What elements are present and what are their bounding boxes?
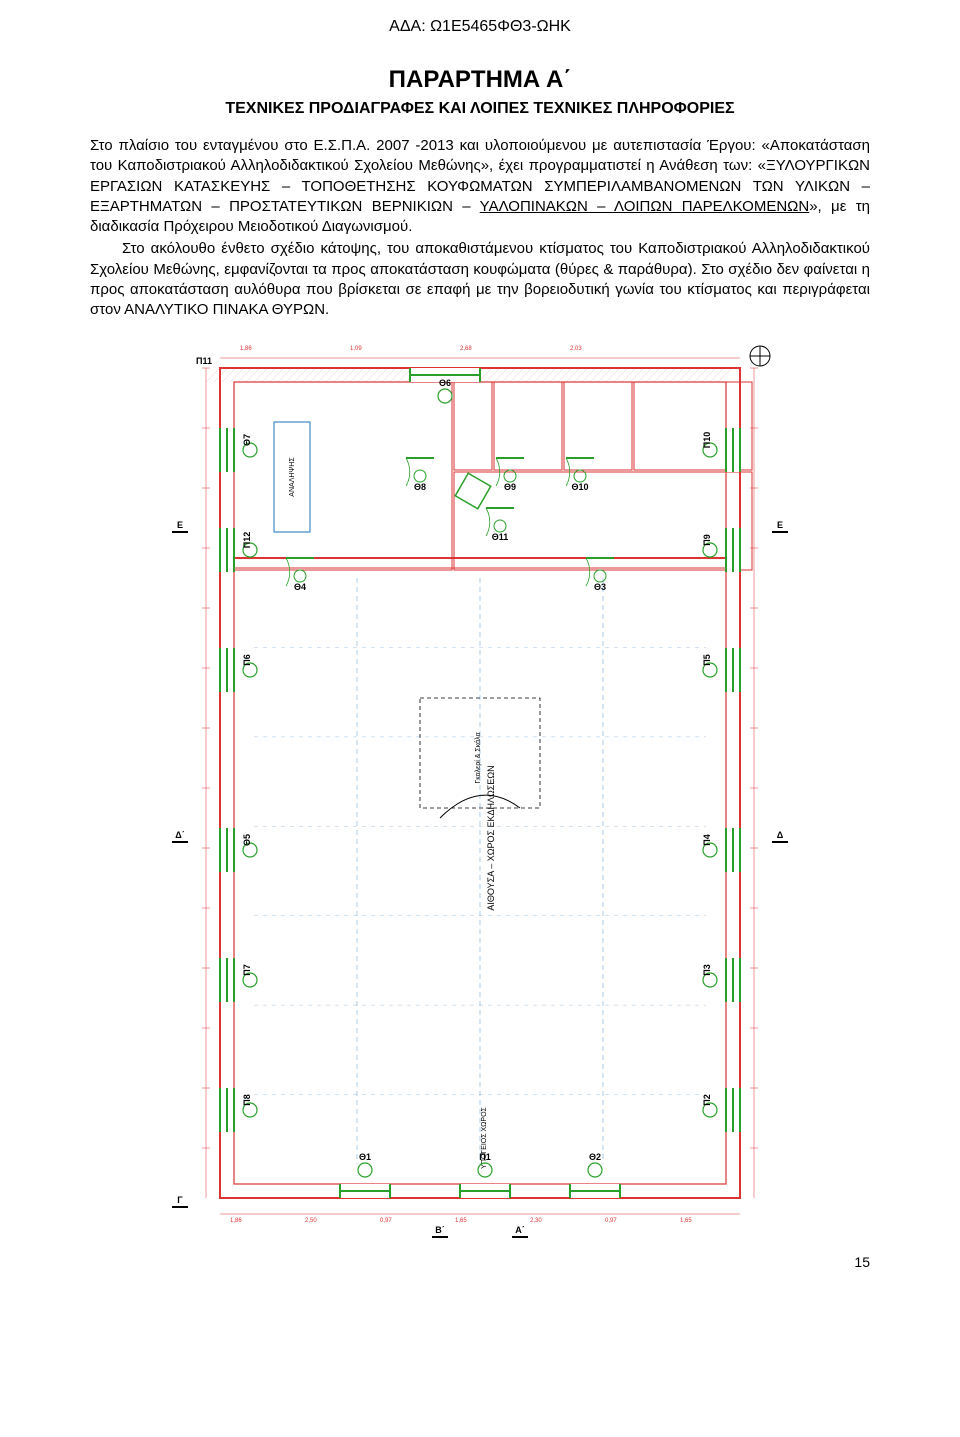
svg-text:Π8: Π8 — [242, 1094, 252, 1106]
svg-text:Θ9: Θ9 — [504, 482, 516, 492]
svg-text:Θ4: Θ4 — [294, 582, 306, 592]
svg-text:Θ8: Θ8 — [414, 482, 426, 492]
svg-text:2,68: 2,68 — [460, 346, 472, 352]
svg-text:Π10: Π10 — [702, 432, 712, 449]
svg-text:Θ3: Θ3 — [594, 582, 606, 592]
para1-underlined: ΥΑΛΟΠΙΝΑΚΩΝ – ΛΟΙΠΩΝ ΠΑΡΕΛΚΟΜΕΝΩΝ — [480, 198, 810, 215]
svg-text:1,09: 1,09 — [350, 346, 362, 352]
appendix-subtitle: ΤΕΧΝΙΚΕΣ ΠΡΟΔΙΑΓΡΑΦΕΣ ΚΑΙ ΛΟΙΠΕΣ ΤΕΧΝΙΚΕ… — [90, 100, 870, 118]
svg-text:Π7: Π7 — [242, 964, 252, 976]
paragraph-1: Στο πλαίσιο του ενταγμένου στο Ε.Σ.Π.Α. … — [90, 136, 870, 237]
appendix-title: ΠΑΡΑΡΤΗΜΑ Α΄ — [90, 66, 870, 94]
page-number: 15 — [854, 1254, 870, 1270]
svg-text:Π1: Π1 — [479, 1152, 491, 1162]
svg-text:2,30: 2,30 — [530, 1218, 542, 1224]
svg-text:Θ11: Θ11 — [492, 532, 509, 542]
svg-text:Π3: Π3 — [702, 964, 712, 976]
svg-text:0,97: 0,97 — [605, 1218, 617, 1224]
svg-text:Θ1: Θ1 — [359, 1152, 371, 1162]
paragraph-2: Στο ακόλουθο ένθετο σχέδιο κάτοψης, του … — [90, 239, 870, 320]
svg-text:1,86: 1,86 — [230, 1218, 242, 1224]
svg-text:Β΄: Β΄ — [435, 1225, 445, 1235]
svg-text:Γ: Γ — [177, 1195, 183, 1205]
svg-text:Θ10: Θ10 — [571, 482, 588, 492]
svg-text:0,97: 0,97 — [380, 1218, 392, 1224]
svg-text:Π9: Π9 — [702, 534, 712, 546]
svg-text:Ε: Ε — [777, 520, 783, 530]
svg-text:Π6: Π6 — [242, 654, 252, 666]
svg-text:1,86: 1,86 — [240, 346, 252, 352]
svg-text:Θ7: Θ7 — [242, 434, 252, 446]
svg-text:Π12: Π12 — [242, 532, 252, 549]
floorplan-container: 1,86 1,09 2,68 2,03 ΑΝΑΛΗΨΗΣ ΑΙΘΟΥΣΑ – ΧΩΡΟΣ … — [90, 328, 870, 1248]
svg-text:Δ: Δ — [777, 830, 784, 840]
svg-text:Π2: Π2 — [702, 1094, 712, 1106]
svg-text:ΑΝΑΛΗΨΗΣ: ΑΝΑΛΗΨΗΣ — [289, 457, 296, 497]
svg-text:Π4: Π4 — [702, 834, 712, 846]
svg-text:Δ΄: Δ΄ — [175, 830, 184, 840]
svg-text:Γκαλερί & Σκάλα: Γκαλερί & Σκάλα — [474, 733, 482, 784]
svg-text:1,65: 1,65 — [455, 1218, 467, 1224]
svg-text:Α΄: Α΄ — [515, 1225, 525, 1235]
ada-code: ΑΔΑ: Ω1Ε5465ΦΘ3-ΩΗΚ — [90, 18, 870, 36]
svg-text:Θ2: Θ2 — [589, 1152, 601, 1162]
svg-text:1,65: 1,65 — [680, 1218, 692, 1224]
svg-text:Π5: Π5 — [702, 654, 712, 666]
floorplan-svg: 1,86 1,09 2,68 2,03 ΑΝΑΛΗΨΗΣ ΑΙΘΟΥΣΑ – ΧΩΡΟΣ … — [160, 328, 800, 1248]
svg-text:2,50: 2,50 — [305, 1218, 317, 1224]
svg-text:ΑΙΘΟΥΣΑ – ΧΩΡΟΣ ΕΚΔΗΛΩΣΕΩΝ: ΑΙΘΟΥΣΑ – ΧΩΡΟΣ ΕΚΔΗΛΩΣΕΩΝ — [486, 766, 496, 911]
svg-text:Θ6: Θ6 — [439, 378, 451, 388]
svg-text:Θ5: Θ5 — [242, 834, 252, 846]
svg-text:2,03: 2,03 — [570, 346, 582, 352]
svg-text:Π11: Π11 — [196, 356, 212, 366]
svg-text:Ε: Ε — [177, 520, 183, 530]
